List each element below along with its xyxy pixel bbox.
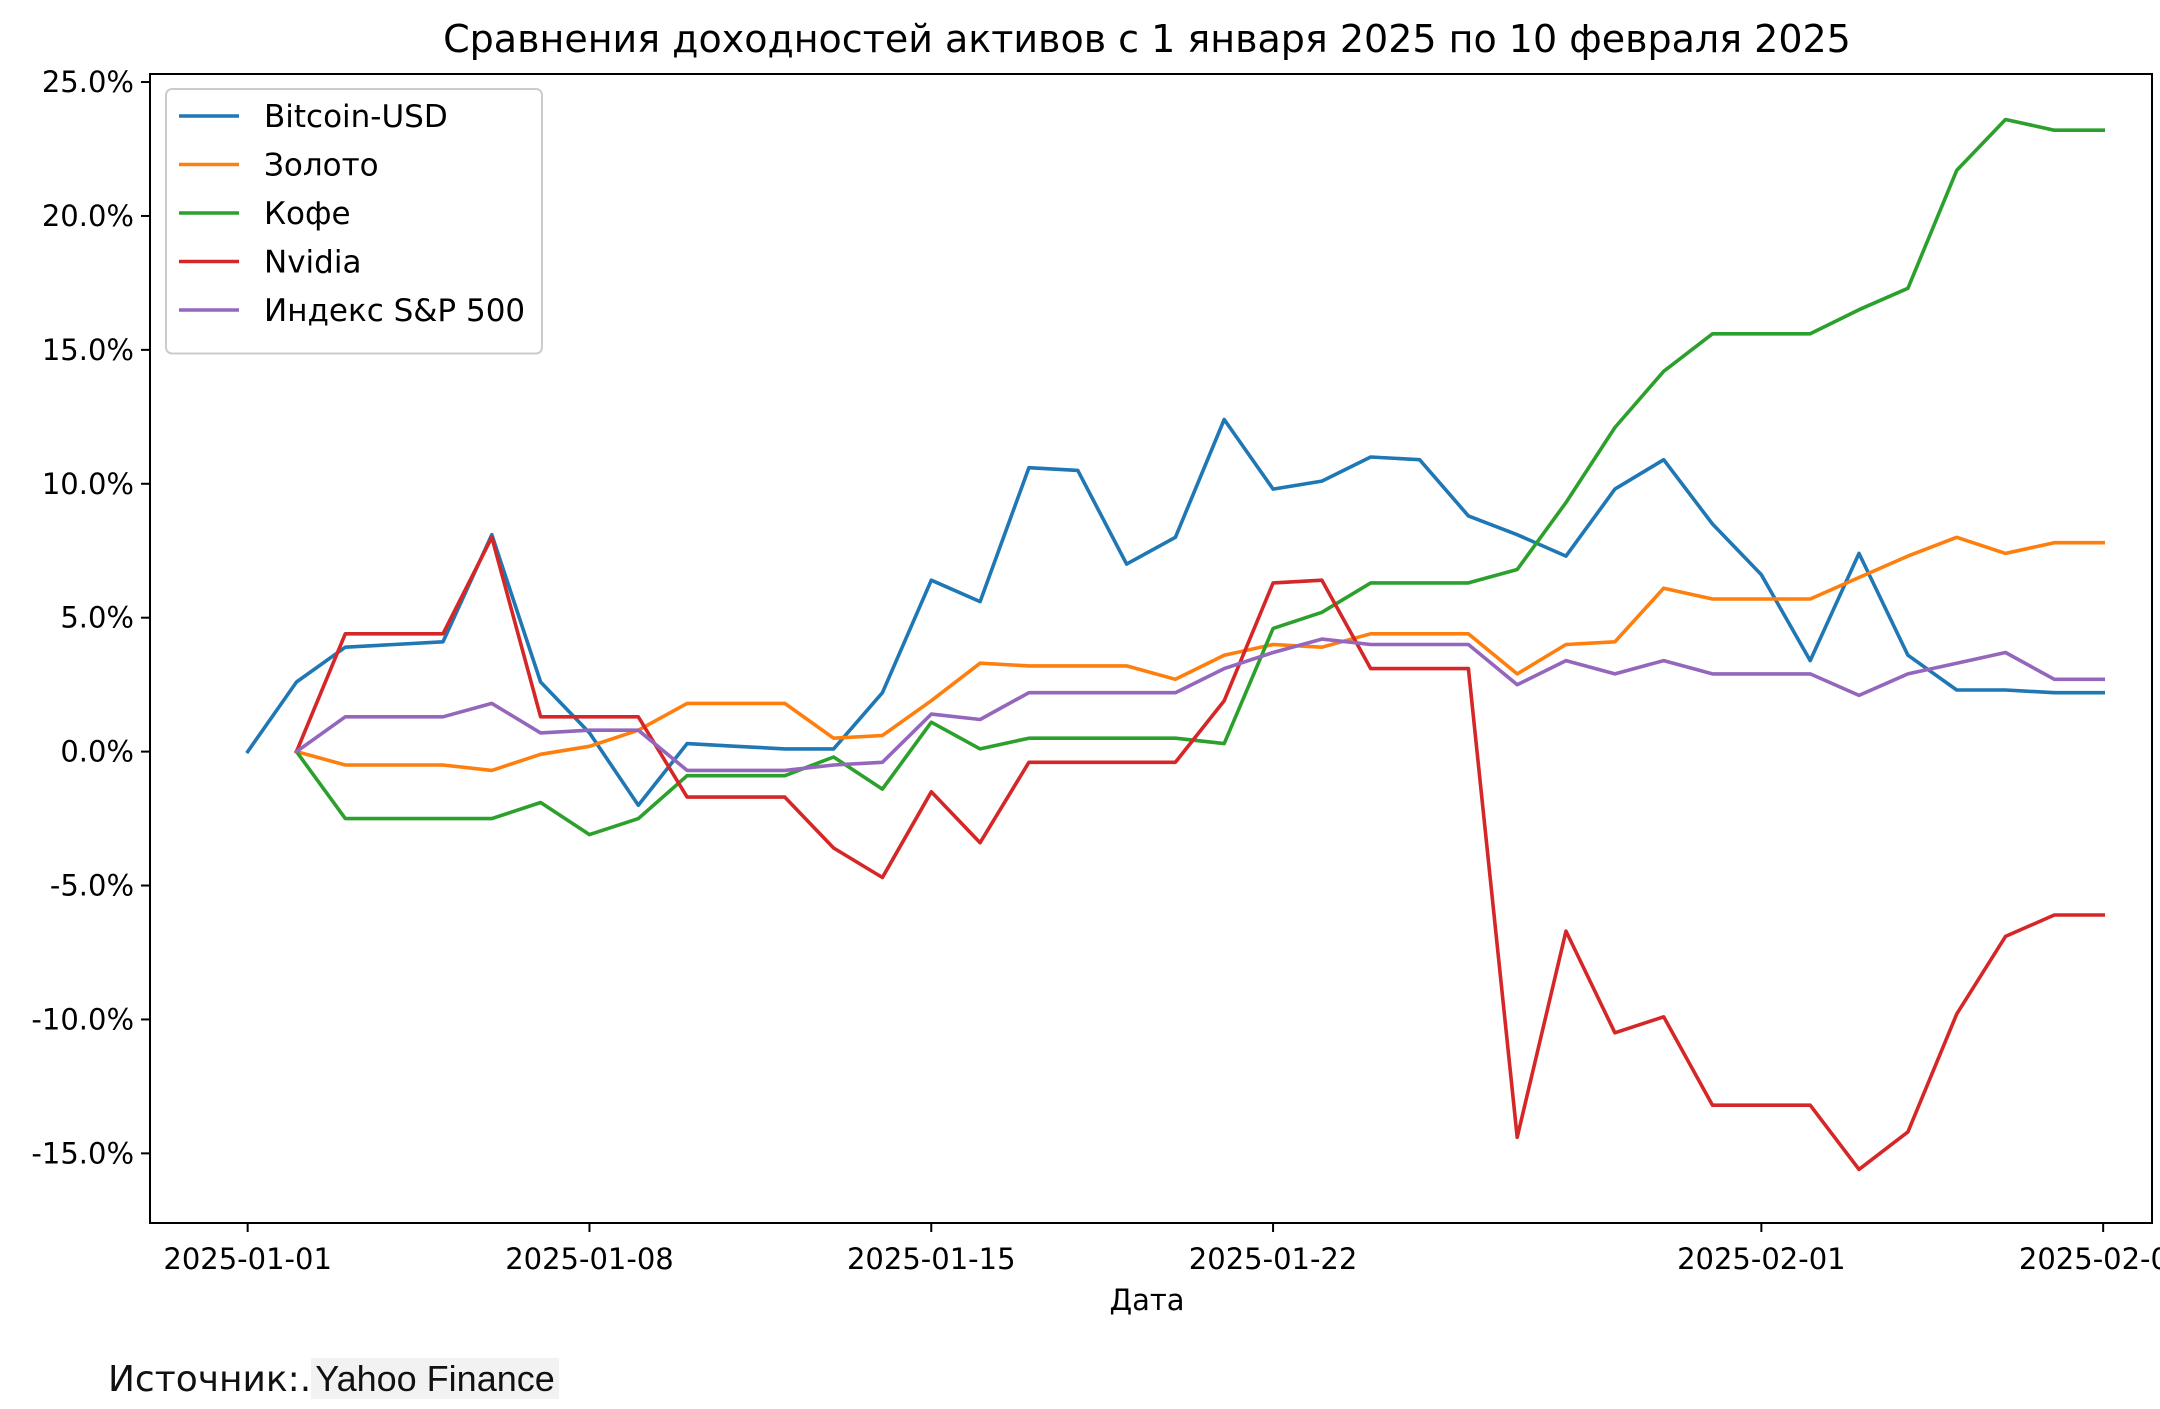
x-tick-label: 2025-01-01	[163, 1242, 332, 1276]
y-tick-label: 10.0%	[42, 467, 134, 501]
y-tick-label: 0.0%	[60, 735, 134, 769]
legend-box	[165, 88, 543, 355]
x-tick-label: 2025-01-22	[1189, 1242, 1358, 1276]
x-tick-label: 2025-01-15	[847, 1242, 1016, 1276]
legend-entry: Bitcoin-USD	[264, 99, 448, 135]
y-tick-label: 25.0%	[42, 65, 134, 99]
series-line-4	[294, 535, 2105, 1172]
y-tick-label: -10.0%	[31, 1002, 134, 1036]
legend-entry: Кофе	[264, 196, 351, 232]
x-tick-label: 2025-02-01	[1677, 1242, 1846, 1276]
series-line-3	[293, 117, 2105, 837]
x-axis: 2025-01-01 2025-01-08 2025-01-15 2025-01-22…	[163, 1223, 2160, 1276]
source-note: Источник:. Yahoo Finance	[108, 1358, 559, 1400]
x-tick-label: 2025-01-08	[505, 1242, 674, 1276]
y-tick-label: 15.0%	[42, 333, 134, 367]
plot-area	[149, 73, 2153, 1224]
y-tick-label: 20.0%	[42, 199, 134, 233]
y-tick-label: -5.0%	[50, 869, 134, 903]
legend: Bitcoin-USD Золото Кофе Nvidia Индекс S&P 50…	[165, 88, 543, 355]
y-tick-label: 5.0%	[60, 601, 134, 635]
series-line-5	[293, 637, 2105, 773]
x-tick-label: 2025-02-08	[2019, 1242, 2160, 1276]
legend-entry: Nvidia	[264, 245, 361, 281]
y-tick-label: -15.0%	[31, 1136, 134, 1170]
x-axis-label: Дата	[1109, 1283, 1184, 1317]
source-label: Источник:.	[108, 1359, 312, 1400]
chart-title: Сравнения доходностей активов с 1 января…	[443, 17, 1851, 61]
legend-entry: Индекс S&P 500	[264, 293, 525, 329]
y-axis: 25.0% 20.0% 15.0% 10.0% 5.0% 0.0% -5.0% -10.0% -…	[31, 65, 150, 1170]
series-line-1	[245, 417, 2105, 808]
source-name: Yahoo Finance	[311, 1358, 559, 1399]
series-line-2	[294, 535, 2105, 773]
legend-entry: Золото	[264, 148, 379, 184]
plot-frame	[149, 73, 2153, 1224]
